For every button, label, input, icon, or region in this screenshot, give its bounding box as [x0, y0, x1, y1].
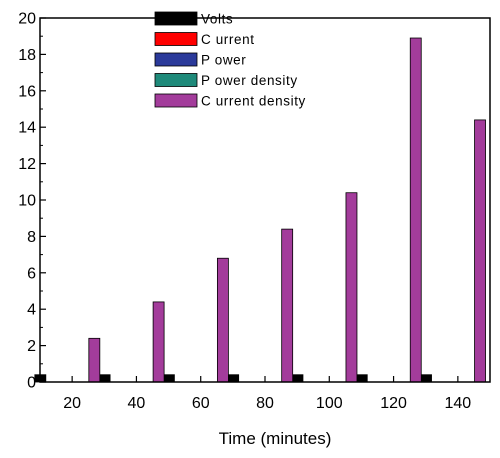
bar-c-urrent-density-140 [474, 119, 486, 383]
legend-label: P ower density [201, 73, 298, 88]
y-tick-label: 2 [27, 338, 36, 355]
legend-swatch [154, 52, 198, 67]
bar-c-urrent-density-80 [281, 228, 294, 383]
legend-swatch [154, 73, 198, 87]
y-tick-label: 16 [18, 83, 36, 100]
y-tick-label: 6 [27, 265, 36, 282]
x-tick-label: 120 [380, 395, 407, 412]
x-tick-label: 140 [445, 395, 472, 412]
x-tick-label: 60 [192, 395, 210, 412]
y-tick-label: 8 [27, 229, 36, 246]
legend-swatch [154, 93, 198, 108]
x-tick-label: 40 [128, 395, 146, 412]
x-tick-label: 100 [316, 395, 343, 412]
bar-c-urrent-density-60 [216, 257, 229, 383]
y-tick-label: 18 [18, 47, 36, 64]
y-tick-label: 12 [18, 156, 36, 173]
legend-swatch [154, 32, 198, 46]
y-tick-label: 4 [27, 302, 36, 319]
y-tick-label: 0 [27, 375, 36, 392]
bars-group [34, 37, 486, 383]
bar-c-urrent-density-100 [345, 192, 358, 383]
axes-group: 0 2 4 6 8 10 12 14 16 18 20 20 40 60 80 100 120 140 [18, 11, 491, 412]
legend-label: P ower [201, 53, 246, 68]
legend-label: C urrent density [201, 94, 306, 109]
bar-c-urrent-density-40 [152, 301, 165, 383]
legend-swatch [154, 11, 198, 26]
y-tick-label: 20 [18, 11, 36, 28]
bar-c-urrent-density-20 [88, 337, 101, 383]
y-tick-label: 10 [18, 193, 36, 210]
x-tick-label: 20 [63, 395, 81, 412]
x-axis-title: Time (minutes) [219, 429, 332, 448]
legend-label: C urrent [201, 32, 255, 47]
y-tick-label: 14 [18, 120, 36, 137]
legend: Volts C urrent P ower P ower density C urren… [154, 11, 306, 109]
x-tick-label: 80 [256, 395, 274, 412]
bar-c-urrent-density-120 [409, 37, 422, 383]
legend-label: Volts [201, 12, 233, 27]
